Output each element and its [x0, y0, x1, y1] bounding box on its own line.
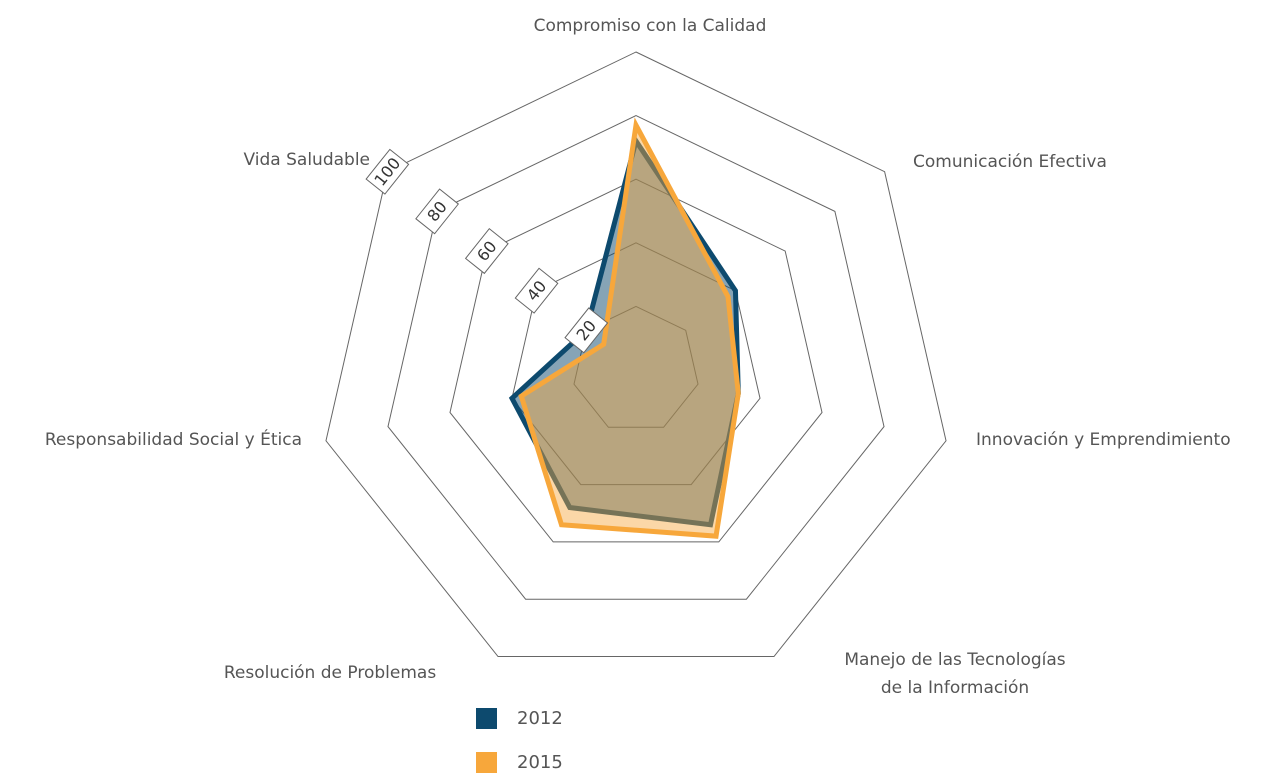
tick-box	[415, 188, 460, 235]
tick-box	[514, 267, 559, 314]
tick-label-group: 100	[365, 148, 410, 195]
legend-label: 2012	[517, 708, 563, 729]
series-area	[518, 117, 741, 539]
tick-box	[464, 227, 509, 275]
tick-label-group: 60	[464, 227, 509, 275]
tick-label-group: 80	[415, 188, 460, 235]
axis-label: Vida Saludable	[243, 150, 370, 170]
grid-ring	[449, 178, 823, 543]
legend-swatch	[476, 752, 497, 773]
axis-label: Responsabilidad Social y Ética	[44, 430, 302, 450]
tick-label-group: 40	[514, 267, 559, 314]
grid-ring	[387, 115, 885, 600]
tick-box	[365, 148, 410, 195]
legend-swatch	[476, 708, 497, 729]
axis-label: Innovación y Emprendimiento	[976, 430, 1231, 450]
axis-label: Compromiso con la Calidad	[533, 16, 767, 36]
axis-label: Comunicación Efectiva	[913, 152, 1107, 172]
axis-label: Resolución de Problemas	[223, 663, 437, 683]
grid-ring	[325, 51, 947, 658]
axis-label: Manejo de las Tecnologías de la Informac…	[844, 650, 1066, 698]
legend-label: 2015	[517, 752, 563, 773]
tick-box	[564, 307, 609, 354]
